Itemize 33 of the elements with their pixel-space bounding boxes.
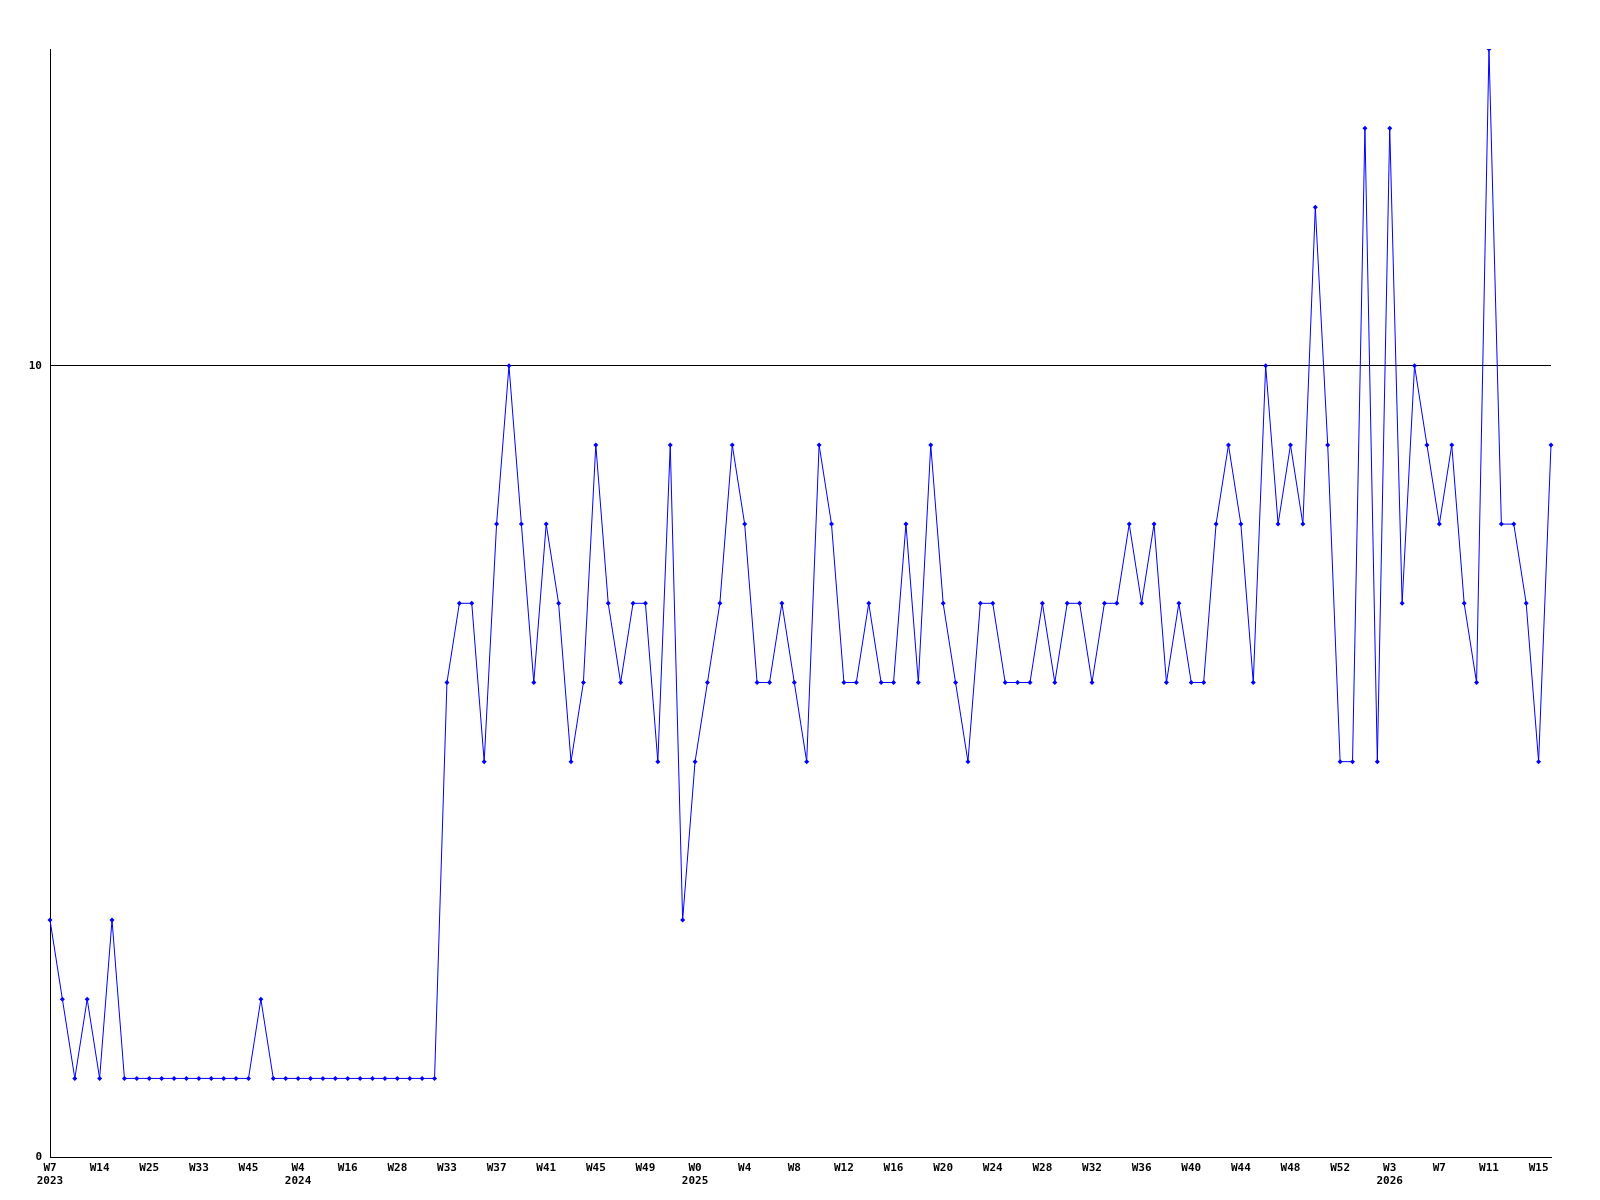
x-tick-label: W4 2024	[284, 1161, 312, 1188]
x-tick-label: W41	[536, 1161, 557, 1175]
x-tick-label: W12	[833, 1161, 854, 1175]
x-tick-label: W45	[585, 1161, 606, 1175]
x-tick-label: W16	[337, 1161, 359, 1175]
x-tick-label: W8	[787, 1161, 801, 1175]
x-tick-label: W3 2026	[1376, 1161, 1404, 1188]
y-tick-label: 10	[28, 358, 42, 372]
x-tick-label: W36	[1131, 1161, 1152, 1175]
x-tick-label: W32	[1082, 1161, 1102, 1175]
x-tick-label: W25	[139, 1161, 160, 1175]
x-tick-label: W37	[486, 1161, 507, 1175]
x-tick-label: W14	[89, 1161, 110, 1175]
x-tick-label: W7	[1432, 1161, 1446, 1175]
x-tick-label: W15	[1528, 1161, 1549, 1175]
x-tick-label: W16	[883, 1161, 904, 1175]
x-tick-label: W48	[1280, 1161, 1301, 1175]
x-tick-label: W33	[188, 1161, 209, 1175]
x-tick-label: W20	[933, 1161, 954, 1175]
y-tick-label: 0	[35, 1150, 42, 1164]
x-tick-label: W33	[437, 1161, 457, 1175]
x-tick-label: W40	[1181, 1161, 1202, 1175]
x-tick-label: W28	[387, 1161, 408, 1175]
x-tick-label: W24	[982, 1161, 1004, 1175]
x-tick-label: W52	[1330, 1161, 1351, 1175]
x-tick-label: W7 2023	[36, 1161, 64, 1188]
x-tick-label: W28	[1032, 1161, 1053, 1175]
x-tick-label: W45	[238, 1161, 259, 1175]
x-tick-label: W0 2025	[681, 1161, 709, 1188]
x-tick-label: W44	[1230, 1161, 1252, 1175]
x-tick-label: W49	[635, 1161, 656, 1175]
x-tick-label: W11	[1479, 1161, 1500, 1175]
x-tick-label: W4	[738, 1161, 752, 1175]
